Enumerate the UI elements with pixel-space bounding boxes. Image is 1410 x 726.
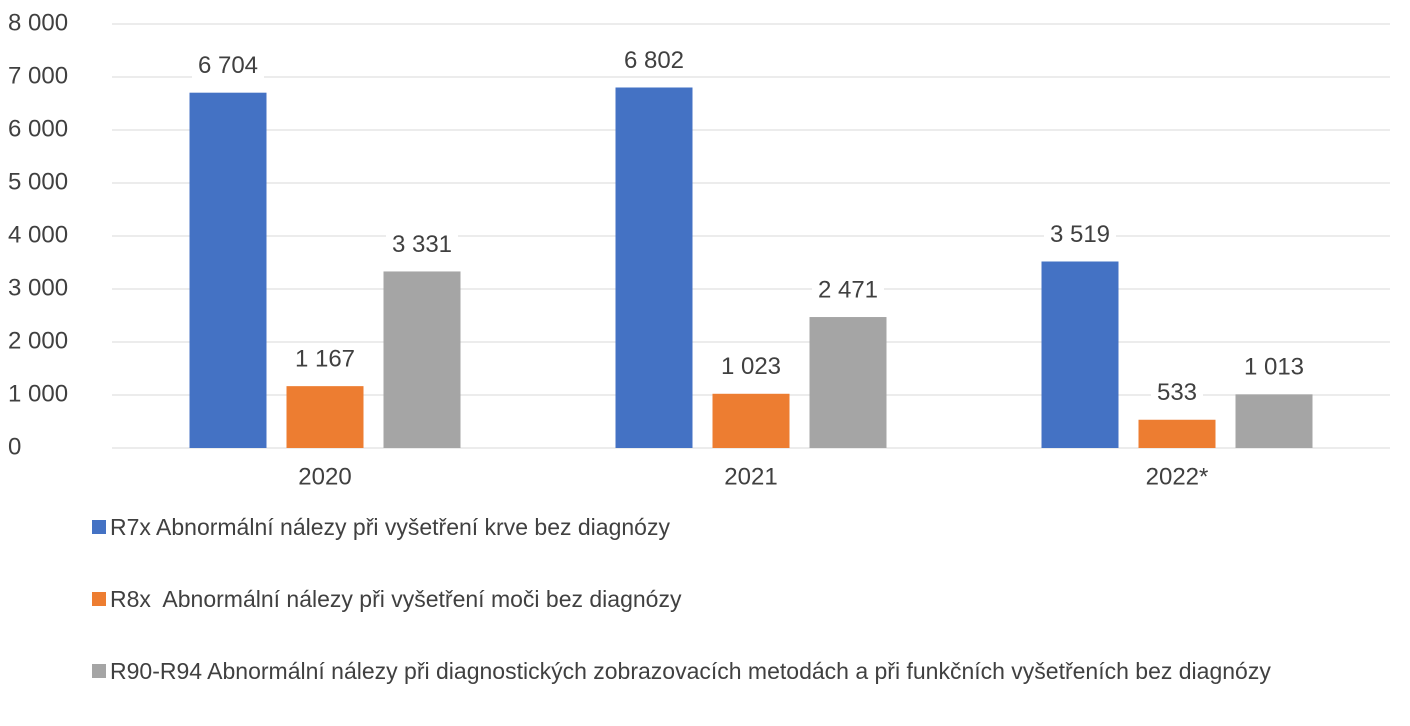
legend: R7x Abnormální nálezy při vyšetření krve…: [92, 510, 1392, 726]
data-label-bg: [191, 50, 265, 82]
bar: [189, 92, 267, 449]
legend-swatch: [92, 520, 106, 534]
x-tick-label: 2022*: [1146, 463, 1209, 490]
data-label-bg: [617, 44, 691, 76]
y-tick-label: 6 000: [8, 115, 68, 142]
legend-item: R90-R94 Abnormální nálezy při diagnostic…: [92, 654, 1392, 688]
y-tick-label: 3 000: [8, 274, 68, 301]
legend-item: R8x Abnormální nálezy při vyšetření moči…: [92, 582, 1392, 616]
x-tick-label: 2021: [724, 463, 777, 490]
data-label: 6 802: [624, 47, 684, 74]
x-tick-label: 2020: [298, 463, 351, 490]
data-label: 3 331: [392, 231, 452, 258]
y-tick-label: 2 000: [8, 327, 68, 354]
y-tick-label: 5 000: [8, 168, 68, 195]
legend-label: R90-R94 Abnormální nálezy při diagnostic…: [110, 658, 1271, 684]
chart: 0 1 000 2 000 3 000 4 000 5 000 6 000 7 000 8 00…: [8, 9, 1390, 490]
bar: [286, 386, 364, 448]
data-label: 2 471: [818, 276, 878, 303]
data-label-bg: [288, 343, 362, 375]
legend-swatch: [92, 664, 106, 678]
legend-label: R8x Abnormální nálezy při vyšetření moči…: [110, 586, 682, 612]
bar: [615, 87, 693, 448]
data-label: 6 704: [198, 52, 258, 79]
data-label-bg: [385, 228, 459, 260]
y-tick-label: 7 000: [8, 62, 68, 89]
legend-item: R7x Abnormální nálezy při vyšetření krve…: [92, 510, 1392, 544]
y-tick-label: 0: [8, 433, 21, 460]
bar: [712, 393, 790, 448]
bar: [809, 317, 887, 448]
data-label: 3 519: [1050, 221, 1110, 248]
bar: [383, 271, 461, 448]
data-label: 1 023: [721, 353, 781, 380]
bar: [1138, 419, 1216, 448]
data-label-bg: [1237, 351, 1311, 383]
data-label-bg: [1150, 377, 1204, 409]
data-label: 533: [1157, 379, 1197, 406]
y-tick-label: 4 000: [8, 221, 68, 248]
data-label-bg: [1043, 218, 1117, 250]
y-tick-label: 8 000: [8, 9, 68, 36]
data-label: 1 167: [295, 345, 355, 372]
bar: [1235, 394, 1313, 448]
legend-label: R7x Abnormální nálezy při vyšetření krve…: [110, 514, 670, 540]
y-tick-label: 1 000: [8, 380, 68, 407]
data-label-bg: [714, 351, 788, 383]
bar: [1041, 261, 1119, 448]
legend-swatch: [92, 592, 106, 606]
data-label-bg: [811, 274, 885, 306]
data-label: 1 013: [1244, 354, 1304, 381]
